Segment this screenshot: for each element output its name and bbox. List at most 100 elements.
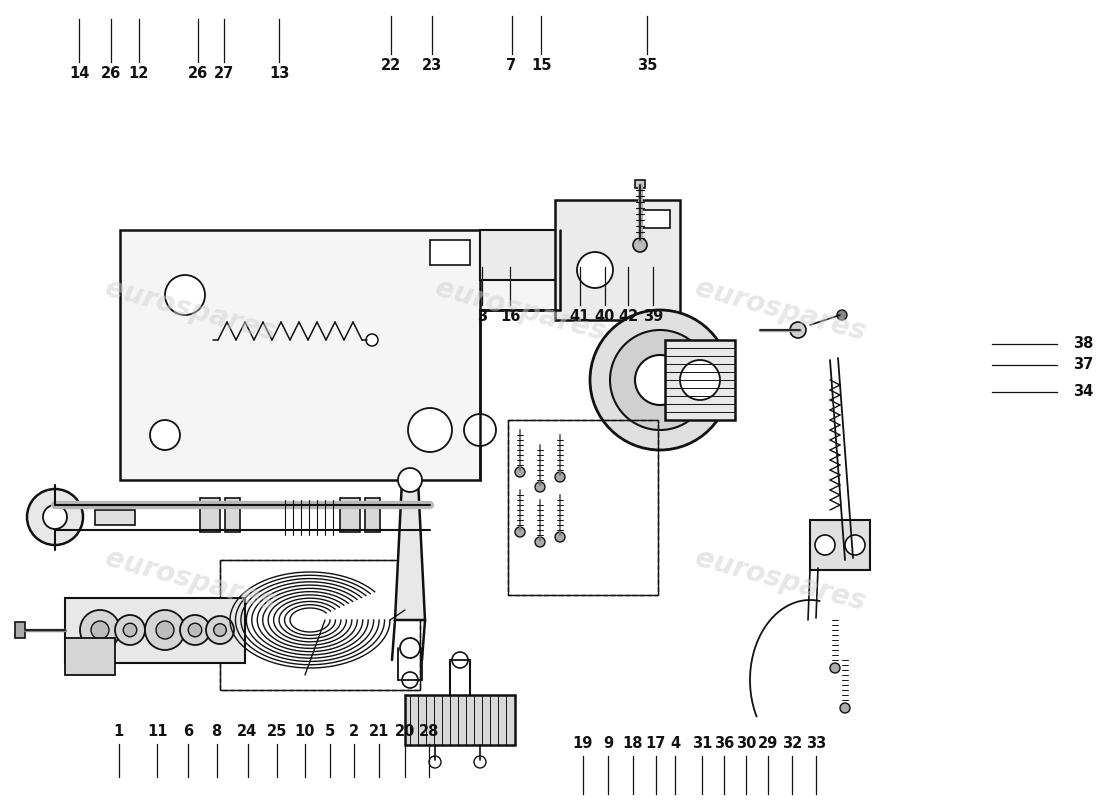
Text: 2: 2	[349, 725, 360, 739]
Text: 12: 12	[129, 66, 149, 81]
Circle shape	[474, 756, 486, 768]
Circle shape	[556, 472, 565, 482]
Text: 16: 16	[500, 310, 520, 324]
Circle shape	[680, 360, 720, 400]
Text: 5: 5	[324, 725, 336, 739]
Bar	[430, 240, 470, 265]
Text: 28: 28	[419, 725, 439, 739]
Text: 13: 13	[270, 66, 289, 81]
Circle shape	[464, 414, 496, 446]
Circle shape	[515, 527, 525, 537]
Circle shape	[815, 535, 835, 555]
Circle shape	[150, 420, 180, 450]
Circle shape	[145, 610, 185, 650]
Text: 26: 26	[188, 66, 208, 81]
Text: 4: 4	[670, 737, 681, 751]
Circle shape	[188, 623, 201, 637]
Text: 36: 36	[714, 737, 734, 751]
Circle shape	[116, 615, 145, 645]
Text: 27: 27	[214, 66, 234, 81]
Circle shape	[837, 310, 847, 320]
Circle shape	[556, 532, 565, 542]
Text: 21: 21	[370, 725, 389, 739]
Bar	[220, 560, 420, 690]
Text: 29: 29	[758, 737, 778, 751]
Text: 30: 30	[736, 737, 756, 751]
Bar	[200, 498, 220, 532]
Circle shape	[366, 334, 378, 346]
Circle shape	[830, 663, 840, 673]
Text: 6: 6	[183, 725, 194, 739]
Text: 40: 40	[595, 310, 615, 324]
Bar	[220, 560, 420, 690]
Circle shape	[515, 467, 525, 477]
Text: 24: 24	[238, 725, 257, 739]
Text: 20: 20	[395, 725, 415, 739]
Circle shape	[535, 482, 544, 492]
Circle shape	[206, 616, 234, 644]
Text: 38: 38	[1074, 337, 1093, 351]
Text: 37: 37	[1074, 358, 1093, 372]
Text: 14: 14	[69, 66, 89, 81]
Polygon shape	[405, 695, 515, 745]
Bar	[508, 420, 658, 595]
Circle shape	[845, 535, 865, 555]
Bar	[65, 598, 245, 663]
Text: 18: 18	[623, 737, 642, 751]
Text: 1: 1	[113, 725, 124, 739]
Circle shape	[452, 652, 468, 668]
Text: eurospares: eurospares	[431, 274, 608, 346]
Text: 19: 19	[573, 737, 593, 751]
Text: 39: 39	[644, 310, 663, 324]
Circle shape	[398, 468, 422, 492]
Circle shape	[790, 322, 806, 338]
Text: 26: 26	[101, 66, 121, 81]
Text: 31: 31	[692, 737, 712, 751]
Circle shape	[156, 621, 174, 639]
Circle shape	[635, 355, 685, 405]
Circle shape	[43, 505, 67, 529]
Bar	[635, 180, 645, 188]
Circle shape	[180, 615, 210, 645]
Circle shape	[840, 703, 850, 713]
Bar	[640, 210, 670, 228]
Text: eurospares: eurospares	[692, 274, 868, 346]
Bar	[365, 498, 380, 532]
Circle shape	[400, 638, 420, 658]
Text: 10: 10	[295, 725, 315, 739]
Circle shape	[578, 252, 613, 288]
Bar	[95, 510, 135, 525]
Text: eurospares: eurospares	[101, 274, 278, 346]
Bar	[15, 622, 25, 638]
Text: 23: 23	[422, 58, 442, 73]
Text: 34: 34	[1074, 385, 1093, 399]
Polygon shape	[395, 480, 425, 620]
Text: 35: 35	[637, 58, 657, 73]
Bar	[340, 498, 360, 532]
Text: 42: 42	[618, 310, 638, 324]
Polygon shape	[810, 520, 870, 570]
Circle shape	[590, 310, 730, 450]
Text: 17: 17	[646, 737, 666, 751]
Circle shape	[213, 624, 227, 636]
Circle shape	[632, 238, 647, 252]
Text: 41: 41	[570, 310, 590, 324]
Circle shape	[28, 489, 82, 545]
Text: 8: 8	[211, 725, 222, 739]
Text: 22: 22	[381, 58, 400, 73]
Text: 7: 7	[506, 58, 517, 73]
Circle shape	[80, 610, 120, 650]
Text: eurospares: eurospares	[692, 544, 868, 616]
Text: 25: 25	[267, 725, 287, 739]
Circle shape	[91, 621, 109, 639]
Text: 9: 9	[603, 737, 614, 751]
Polygon shape	[556, 200, 680, 320]
Text: 33: 33	[806, 737, 826, 751]
Bar	[508, 420, 658, 595]
Circle shape	[610, 330, 710, 430]
Bar	[226, 498, 240, 532]
Circle shape	[402, 672, 418, 688]
Text: 11: 11	[147, 725, 167, 739]
Circle shape	[429, 756, 441, 768]
Circle shape	[123, 623, 136, 637]
